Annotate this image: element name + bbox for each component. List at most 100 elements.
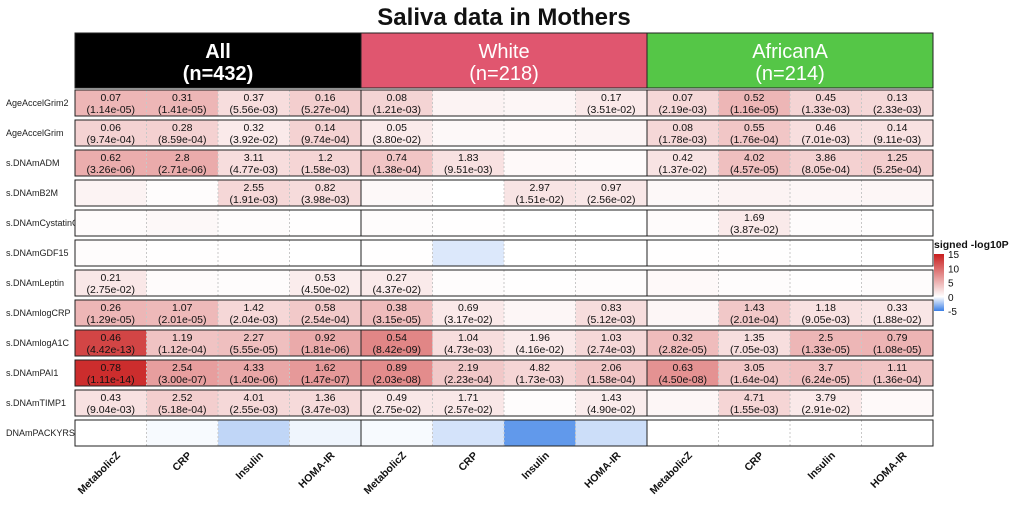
cell-pvalue: (2.82e-05)	[659, 344, 707, 356]
heatmap-cell	[504, 90, 576, 116]
cell-value: 0.16	[315, 92, 336, 104]
cell-pvalue: (3.92e-02)	[230, 134, 278, 146]
cell-pvalue: (2.33e-03)	[873, 104, 921, 116]
cell-value: 4.71	[744, 392, 765, 404]
cell-value: 1.18	[816, 302, 837, 314]
cell-value: 3.79	[816, 392, 837, 404]
heatmap-cell	[218, 120, 290, 146]
row-label: AgeAccelGrim2	[6, 98, 69, 108]
heatmap-rows: AgeAccelGrim2 0.07(1.14e-05)0.31(1.41e-05…	[6, 89, 934, 447]
column-label: CRP	[456, 450, 480, 474]
cell-pvalue: (1.91e-03)	[230, 194, 278, 206]
heatmap-cell	[790, 300, 862, 326]
heatmap-cell	[575, 150, 647, 176]
heatmap-cell	[861, 180, 933, 206]
column-label: CRP	[742, 450, 766, 474]
row-label: s.DNAmGDF15	[6, 248, 69, 258]
heatmap-cell	[146, 210, 218, 236]
cell-value: 0.17	[601, 92, 622, 104]
cell-pvalue: (1.37e-02)	[659, 164, 707, 176]
cell-pvalue: (1.55e-03)	[730, 404, 778, 416]
cell-value: 2.8	[175, 152, 190, 164]
heatmap-cell	[504, 420, 576, 446]
heatmap-cell	[146, 180, 218, 206]
cell-pvalue: (8.59e-04)	[158, 134, 206, 146]
heatmap-cell	[790, 240, 862, 266]
cell-pvalue: (3.87e-02)	[730, 224, 778, 236]
cell-pvalue: (1.08e-05)	[873, 344, 921, 356]
heatmap-cell	[146, 90, 218, 116]
cell-pvalue: (9.74e-04)	[87, 134, 135, 146]
heatmap-cell	[146, 330, 218, 356]
heatmap-cell	[575, 270, 647, 296]
heatmap-cell	[790, 270, 862, 296]
row-label: AgeAccelGrim	[6, 128, 64, 138]
cell-value: 1.07	[172, 302, 193, 314]
cell-pvalue: (2.75e-02)	[373, 404, 421, 416]
cell-pvalue: (3.17e-02)	[444, 314, 492, 326]
cell-value: 0.63	[673, 362, 694, 374]
cell-pvalue: (4.73e-03)	[444, 344, 492, 356]
heatmap-cell	[146, 420, 218, 446]
cell-value: 0.08	[387, 92, 408, 104]
cell-pvalue: (1.73e-03)	[516, 374, 564, 386]
cell-value: 0.49	[387, 392, 408, 404]
cell-pvalue: (1.51e-02)	[516, 194, 564, 206]
cell-value: 3.7	[818, 362, 833, 374]
cell-value: 2.54	[172, 362, 193, 374]
heatmap-cell	[218, 180, 290, 206]
cell-value: 2.5	[818, 332, 833, 344]
heatmap-cell	[432, 390, 504, 416]
row-block-border	[646, 89, 934, 117]
column-label: CRP	[170, 450, 194, 474]
cell-value: 0.58	[315, 302, 336, 314]
heatmap-cell	[289, 210, 361, 236]
heatmap-cell	[361, 300, 433, 326]
column-label: Insulin	[233, 450, 265, 482]
row-block-border	[646, 239, 934, 267]
cell-value: 0.62	[101, 152, 122, 164]
heatmap-cell	[790, 90, 862, 116]
row-block-border	[646, 149, 934, 177]
heatmap-cell	[289, 360, 361, 386]
cell-value: 0.83	[601, 302, 622, 314]
heatmap-cell	[75, 270, 147, 296]
heatmap-cell	[575, 420, 647, 446]
cell-pvalue: (3.98e-03)	[301, 194, 349, 206]
cell-pvalue: (1.40e-06)	[230, 374, 278, 386]
heatmap-cell	[432, 270, 504, 296]
heatmap-cell	[504, 150, 576, 176]
heatmap-cell	[218, 390, 290, 416]
cell-pvalue: (1.16e-05)	[730, 104, 778, 116]
cell-value: 0.37	[244, 92, 265, 104]
heatmap-cell	[361, 360, 433, 386]
cell-value: 0.46	[101, 332, 122, 344]
cell-value: 0.54	[387, 332, 408, 344]
heatmap-cell	[861, 120, 933, 146]
heatmap-cell	[718, 240, 790, 266]
cell-value: 0.82	[315, 182, 336, 194]
heatmap-cell	[432, 120, 504, 146]
heatmap-cell	[718, 390, 790, 416]
cell-value: 2.55	[244, 182, 265, 194]
heatmap-cell	[146, 120, 218, 146]
heatmap-cell	[432, 240, 504, 266]
cell-pvalue: (1.64e-04)	[730, 374, 778, 386]
cell-pvalue: (1.41e-05)	[158, 104, 206, 116]
cell-pvalue: (4.42e-13)	[87, 344, 135, 356]
legend-tick: -5	[948, 307, 957, 318]
cell-pvalue: (6.24e-05)	[802, 374, 850, 386]
heatmap-cell	[718, 420, 790, 446]
cell-pvalue: (2.75e-02)	[87, 284, 135, 296]
heatmap-cell	[432, 360, 504, 386]
row-block-border	[646, 209, 934, 237]
heatmap-cell	[289, 150, 361, 176]
cell-value: 0.33	[887, 302, 908, 314]
heatmap-cell	[647, 420, 719, 446]
heatmap-cell	[218, 150, 290, 176]
row-label: s.DNAmCystatinC	[6, 218, 79, 228]
heatmap-cell	[432, 210, 504, 236]
heatmap-cell	[575, 90, 647, 116]
cell-pvalue: (4.90e-02)	[587, 404, 635, 416]
cell-pvalue: (2.55e-03)	[230, 404, 278, 416]
